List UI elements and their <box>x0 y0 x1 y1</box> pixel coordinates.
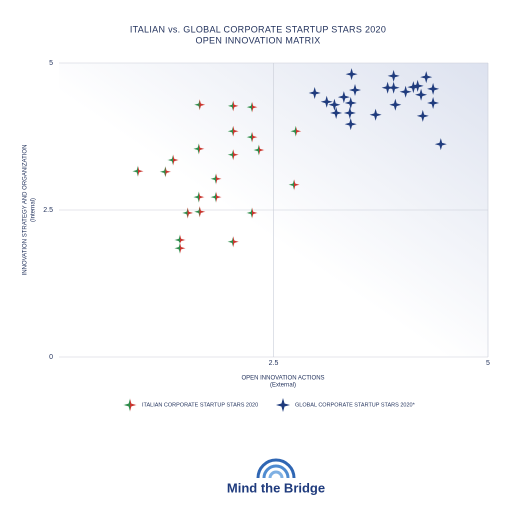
point <box>209 172 223 186</box>
point <box>434 138 447 151</box>
y-tick-label: 2.5 <box>43 207 53 214</box>
legend-label: ITALIAN CORPORATE STARTUP STARS 2020 <box>142 402 258 408</box>
point <box>415 88 428 101</box>
point <box>381 81 394 94</box>
point <box>420 71 433 84</box>
point <box>320 95 333 108</box>
point <box>287 177 301 192</box>
point <box>399 85 412 98</box>
point <box>416 109 429 122</box>
point <box>337 91 350 104</box>
point <box>289 124 303 138</box>
point <box>192 205 207 219</box>
legend-marker <box>122 397 138 413</box>
point <box>226 99 240 113</box>
point <box>226 124 240 138</box>
point <box>345 68 358 81</box>
y-tick-label: 0 <box>49 354 53 361</box>
point <box>209 190 223 204</box>
point <box>344 96 357 109</box>
point <box>131 164 145 178</box>
point <box>192 190 206 204</box>
x-axis-label: OPEN INNOVATION ACTIONS <box>241 376 324 382</box>
chart-subtitle: OPEN INNOVATION MATRIX <box>195 35 320 45</box>
point <box>226 235 240 249</box>
legend-marker <box>276 398 290 412</box>
point <box>245 100 259 114</box>
x-tick-label: 5 <box>486 360 490 367</box>
point <box>245 130 259 144</box>
legend-label: GLOBAL CORPORATE STARTUP STARS 2020* <box>295 402 416 408</box>
y-axis-sublabel: (Internal) <box>31 198 37 222</box>
point <box>245 206 259 220</box>
point <box>369 108 382 121</box>
x-axis-sublabel: (External) <box>270 383 296 389</box>
logo-icon <box>256 458 296 479</box>
point <box>407 81 420 94</box>
point <box>308 86 321 99</box>
point <box>158 165 173 179</box>
point <box>387 69 400 82</box>
logo-text: Mind the Bridge <box>227 480 325 495</box>
point <box>252 143 266 157</box>
point <box>192 98 207 112</box>
point <box>192 142 206 156</box>
point <box>330 106 343 119</box>
point <box>180 206 195 220</box>
point <box>411 79 424 92</box>
point <box>343 106 356 119</box>
y-axis-label: INNOVATION STRATEGY AND ORGANIZATION <box>23 145 29 276</box>
point <box>166 153 180 167</box>
point <box>427 96 440 109</box>
y-tick-label: 5 <box>49 60 53 67</box>
point <box>328 98 341 111</box>
point <box>349 84 362 97</box>
point <box>226 147 240 162</box>
point <box>344 118 357 131</box>
x-tick-label: 2.5 <box>269 360 279 367</box>
point <box>427 82 440 95</box>
point <box>389 98 402 111</box>
point <box>387 81 400 94</box>
point <box>173 241 187 255</box>
chart-title: ITALIAN vs. GLOBAL CORPORATE STARTUP STA… <box>130 24 386 34</box>
